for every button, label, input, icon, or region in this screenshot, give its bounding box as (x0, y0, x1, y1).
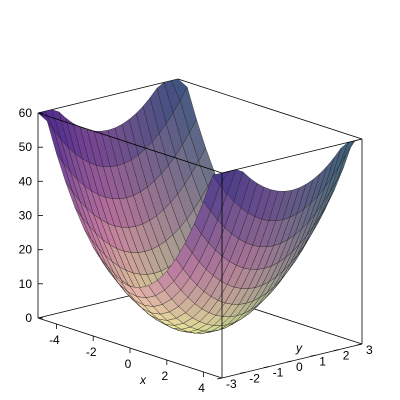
y-axis-tick (216, 377, 223, 380)
x-axis-title: x (139, 373, 147, 387)
surface-mesh (37, 78, 363, 334)
y-axis-title: y (295, 341, 303, 355)
z-axis-tick-label: 50 (19, 140, 33, 154)
z-axis-tick-label: 40 (19, 174, 33, 188)
y-axis-tick-label: -3 (226, 377, 237, 391)
y-axis-tick-label: 1 (319, 354, 326, 368)
surface-patch (37, 111, 55, 132)
y-axis-tick-label: 0 (296, 360, 303, 374)
y-axis-tick (240, 371, 246, 374)
x-axis-tick-label: -4 (49, 333, 60, 347)
z-axis-tick-label: 20 (19, 243, 33, 257)
z-axis-tick-label: 60 (19, 106, 33, 120)
y-axis-tick-label: -1 (273, 366, 284, 380)
x-axis-tick-label: 4 (198, 381, 205, 395)
y-axis-tick-label: 3 (366, 343, 373, 357)
y-axis-tick (333, 349, 339, 352)
z-axis-tick-label: 30 (19, 209, 33, 223)
y-axis-tick (310, 354, 316, 357)
y-axis-tick-label: 2 (343, 349, 350, 363)
z-axis-tick-label: 0 (25, 311, 32, 325)
x-axis-tick-label: -2 (86, 345, 97, 359)
axis-ticks: 0 10 20 30 40 50 60 -4 -2 0 2 4 -3 -2 -1 0 1 2 3 (19, 106, 373, 395)
y-axis-tick (263, 366, 269, 369)
x-axis-tick-label: 2 (161, 369, 168, 383)
frame-edge (37, 112, 223, 174)
frame-edge (221, 138, 363, 174)
z-axis-tick-label: 10 (19, 277, 33, 291)
y-axis-tick (286, 360, 293, 363)
frame-edge (37, 78, 179, 114)
frame-edge (177, 78, 363, 140)
y-axis-tick (356, 343, 363, 346)
x-axis-tick-label: 0 (125, 357, 132, 371)
y-axis-tick-label: -2 (249, 371, 260, 385)
